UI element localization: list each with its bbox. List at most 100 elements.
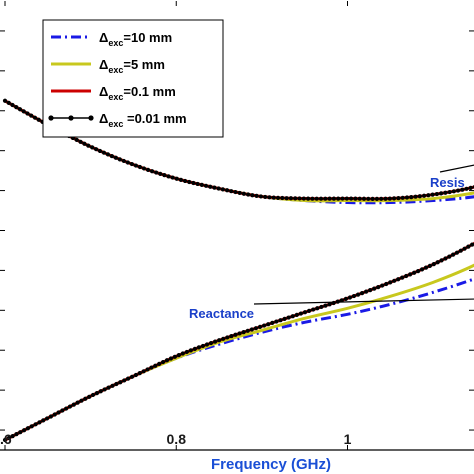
legend-marker <box>88 115 94 121</box>
series-marker <box>229 189 234 194</box>
series-marker <box>468 185 473 190</box>
series-marker <box>387 196 392 201</box>
series-marker <box>412 270 417 275</box>
series-marker <box>443 256 448 261</box>
series-marker <box>6 100 11 105</box>
series-marker <box>2 98 8 103</box>
series-marker <box>447 189 452 195</box>
series-marker <box>172 354 177 359</box>
series-marker <box>217 338 222 343</box>
series-marker <box>280 195 285 201</box>
series-marker <box>323 196 328 201</box>
series-marker <box>229 333 234 339</box>
series-marker <box>409 195 414 200</box>
legend-entry-label: Δexc=0.1 mm <box>99 84 176 102</box>
series-marker <box>176 353 181 358</box>
series-marker <box>319 304 324 310</box>
series-marker <box>213 339 218 344</box>
series-marker <box>105 152 110 157</box>
series-marker <box>52 412 57 417</box>
legend-entry-label: Δexc=5 mm <box>99 57 165 75</box>
series-marker <box>257 324 263 329</box>
series-marker <box>435 260 440 265</box>
series-marker <box>343 296 348 301</box>
series-marker <box>331 196 337 201</box>
series-marker <box>286 315 291 320</box>
series-marker <box>361 196 367 201</box>
series-marker <box>37 420 42 425</box>
series-marker <box>271 195 276 200</box>
series-marker <box>200 343 206 349</box>
series-marker <box>208 340 214 346</box>
series-marker <box>274 319 279 324</box>
series-marker <box>455 188 461 193</box>
series-marker <box>443 190 448 195</box>
series-marker <box>376 284 381 290</box>
series-marker <box>158 171 163 176</box>
series-marker <box>10 434 15 439</box>
legend-marker <box>48 115 54 121</box>
series-marker <box>160 359 166 365</box>
series-marker <box>294 312 299 317</box>
series-marker <box>145 367 150 372</box>
series-marker <box>162 173 167 178</box>
series-marker <box>129 161 134 167</box>
series-marker <box>392 278 397 283</box>
series-marker <box>297 196 302 201</box>
series-marker <box>396 196 401 201</box>
series-marker <box>454 250 460 255</box>
series-marker <box>311 307 316 312</box>
series-marker <box>83 396 88 401</box>
series-marker <box>423 265 429 270</box>
series-marker <box>29 424 34 429</box>
series-marker <box>301 196 306 201</box>
series-marker <box>94 147 99 152</box>
series-marker <box>157 361 162 366</box>
series-marker <box>126 376 131 381</box>
series-marker <box>282 316 287 321</box>
series-marker <box>204 342 210 347</box>
series-marker <box>137 371 142 376</box>
series-marker <box>2 437 8 443</box>
series-marker <box>106 385 111 390</box>
series-marker <box>25 426 31 431</box>
series-marker <box>439 191 444 196</box>
series-marker <box>347 295 353 300</box>
series-marker <box>426 193 431 198</box>
series-marker <box>404 273 409 279</box>
legend-marker <box>68 115 74 121</box>
series-marker <box>174 176 179 181</box>
series-marker <box>327 196 332 201</box>
series-marker <box>118 380 123 385</box>
series-marker <box>331 300 336 306</box>
series-marker <box>404 195 410 200</box>
x-tick-label: 1 <box>344 431 352 447</box>
series-marker <box>400 275 405 280</box>
series-marker <box>336 196 341 201</box>
series-marker <box>430 192 435 197</box>
series-marker <box>184 349 189 355</box>
series-marker <box>419 267 425 272</box>
series-marker <box>121 158 126 164</box>
series-marker <box>187 179 192 185</box>
series-marker <box>359 291 365 296</box>
series-marker <box>318 196 324 201</box>
series-marker <box>164 358 170 363</box>
series-marker <box>195 181 200 187</box>
series-marker <box>22 428 27 433</box>
series-marker <box>170 175 175 180</box>
series-marker <box>434 191 439 197</box>
series-marker <box>298 311 304 316</box>
series-marker <box>451 189 456 194</box>
series-marker <box>241 330 246 335</box>
series-marker <box>270 320 275 325</box>
series-marker <box>353 196 358 201</box>
series-marker <box>351 293 357 299</box>
series-marker <box>41 418 46 423</box>
series-marker <box>258 194 263 199</box>
series-marker <box>32 115 38 120</box>
series-marker <box>145 167 151 172</box>
series-marker <box>306 308 312 313</box>
series-marker <box>133 372 139 378</box>
series-marker <box>6 435 11 441</box>
